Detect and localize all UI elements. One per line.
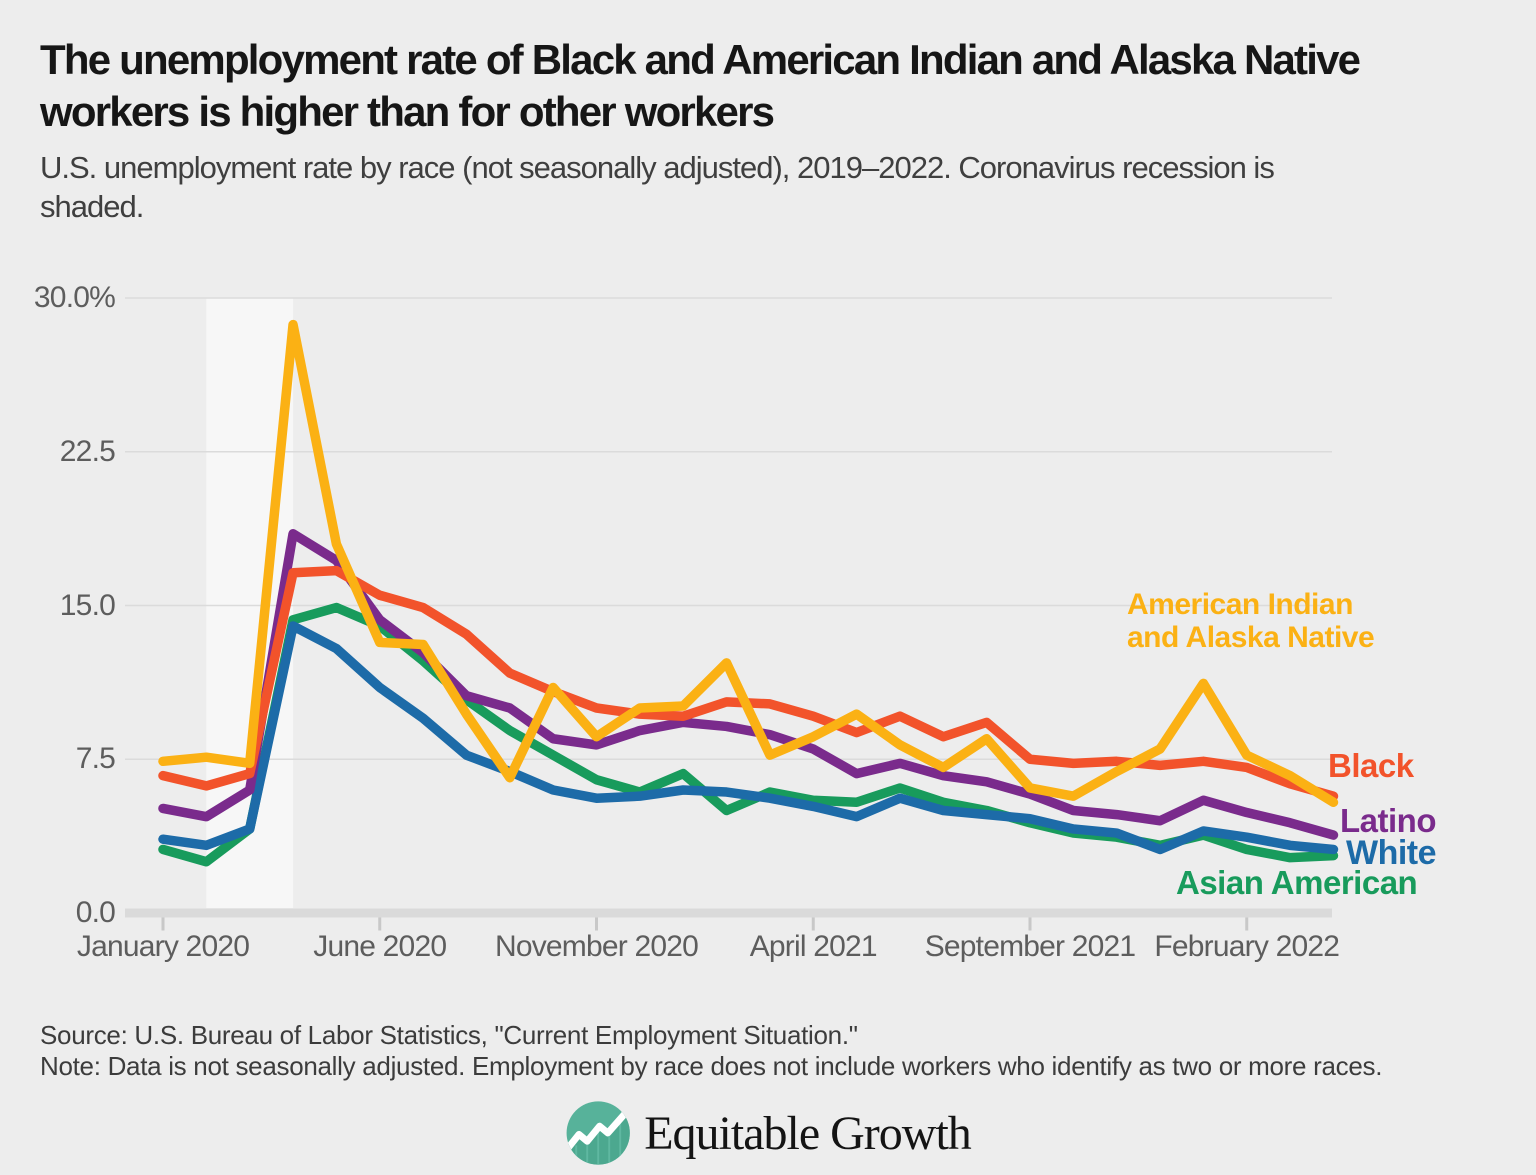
x-axis-tick-label: September 2021 xyxy=(924,930,1136,963)
x-axis-tick-label: June 2020 xyxy=(313,930,447,963)
x-axis-tick-label: April 2021 xyxy=(749,930,878,963)
y-axis-tick-label: 22.5 xyxy=(59,434,116,468)
methodology-note: Note: Data is not seasonally adjusted. E… xyxy=(40,1051,1383,1081)
x-axis-tick-label: February 2022 xyxy=(1154,930,1340,963)
series-label-american-indian-alaska-native: American Indian and Alaska Native xyxy=(1127,588,1375,654)
y-axis-tick-label: 7.5 xyxy=(75,742,116,776)
x-axis-tick-mark xyxy=(595,917,598,931)
x-axis-tick-label: November 2020 xyxy=(494,930,699,963)
series-label-latino: Latino xyxy=(1340,802,1436,839)
series-line-latino xyxy=(158,529,1339,840)
trend-line-circle-icon xyxy=(566,1101,630,1165)
page-title: The unemployment rate of Black and Ameri… xyxy=(40,36,1361,135)
x-axis-tick-mark xyxy=(161,917,165,931)
series-label-asian-american: Asian American xyxy=(1176,864,1418,901)
x-axis-tick-mark xyxy=(1245,917,1249,931)
source-note: Source: U.S. Bureau of Labor Statistics,… xyxy=(40,1020,858,1050)
x-axis-tick-mark xyxy=(811,917,815,931)
x-axis-tick-label: January 2020 xyxy=(76,930,250,963)
x-axis-tick-mark xyxy=(1028,917,1032,931)
x-axis-line xyxy=(125,908,1332,918)
footer: Source: U.S. Bureau of Labor Statistics,… xyxy=(40,1020,1520,1082)
series-label-white: White xyxy=(1346,834,1437,872)
equitable-growth-logo: Equitable Growth xyxy=(565,1100,972,1166)
series-line-white xyxy=(158,621,1339,855)
page-subtitle: U.S. unemployment rate by race (not seas… xyxy=(40,150,1275,224)
series-label-black: Black xyxy=(1328,747,1414,784)
y-axis-tick-label: 30.0% xyxy=(33,281,116,314)
y-axis-tick-label: 0.0 xyxy=(75,896,116,929)
y-axis-tick-label: 15.0 xyxy=(59,588,116,622)
x-axis-tick-mark xyxy=(378,917,382,931)
series-line-american-indian-alaska-native xyxy=(158,319,1339,808)
logo-wordmark: Equitable Growth xyxy=(644,1106,972,1160)
